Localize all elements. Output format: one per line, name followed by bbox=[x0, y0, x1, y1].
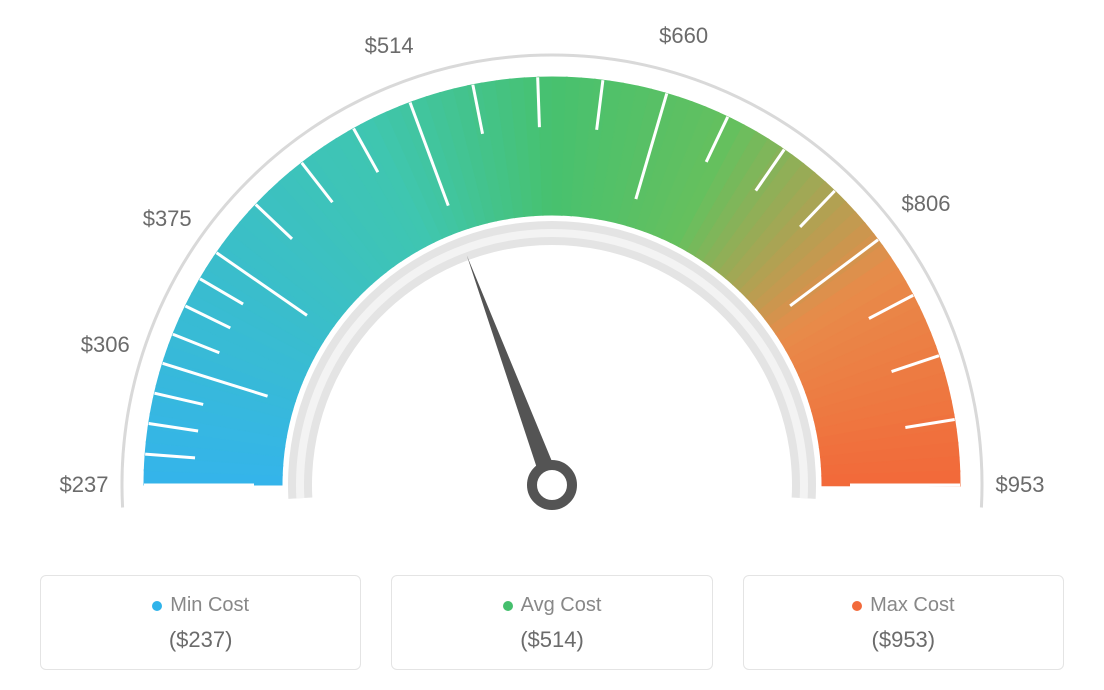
legend-card-max: Max Cost ($953) bbox=[743, 575, 1064, 670]
gauge-tick-label: $237 bbox=[60, 472, 109, 498]
gauge-tick-label: $514 bbox=[365, 33, 414, 59]
legend-title-max: Max Cost bbox=[852, 594, 954, 617]
legend-card-min: Min Cost ($237) bbox=[40, 575, 361, 670]
gauge-tick-label: $660 bbox=[659, 23, 708, 49]
gauge-chart: $237 $306 $375 $514 $660 $806 $953 bbox=[0, 0, 1104, 540]
legend-label-avg: Avg Cost bbox=[521, 594, 602, 617]
legend-title-min: Min Cost bbox=[152, 594, 249, 617]
gauge-tick-label: $806 bbox=[901, 191, 950, 217]
legend-value-max: ($953) bbox=[754, 627, 1053, 653]
legend-card-avg: Avg Cost ($514) bbox=[391, 575, 712, 670]
legend-value-min: ($237) bbox=[51, 627, 350, 653]
legend-dot-min bbox=[152, 601, 162, 611]
legend-title-avg: Avg Cost bbox=[503, 594, 602, 617]
legend-label-min: Min Cost bbox=[170, 594, 249, 617]
legend-label-max: Max Cost bbox=[870, 594, 954, 617]
legend-value-avg: ($514) bbox=[402, 627, 701, 653]
legend-dot-avg bbox=[503, 601, 513, 611]
gauge-tick-label: $375 bbox=[143, 206, 192, 232]
legend-dot-max bbox=[852, 601, 862, 611]
gauge-tick-label: $306 bbox=[81, 332, 130, 358]
gauge-svg bbox=[0, 0, 1104, 540]
gauge-tick-label: $953 bbox=[996, 472, 1045, 498]
legend-row: Min Cost ($237) Avg Cost ($514) Max Cost… bbox=[0, 575, 1104, 670]
